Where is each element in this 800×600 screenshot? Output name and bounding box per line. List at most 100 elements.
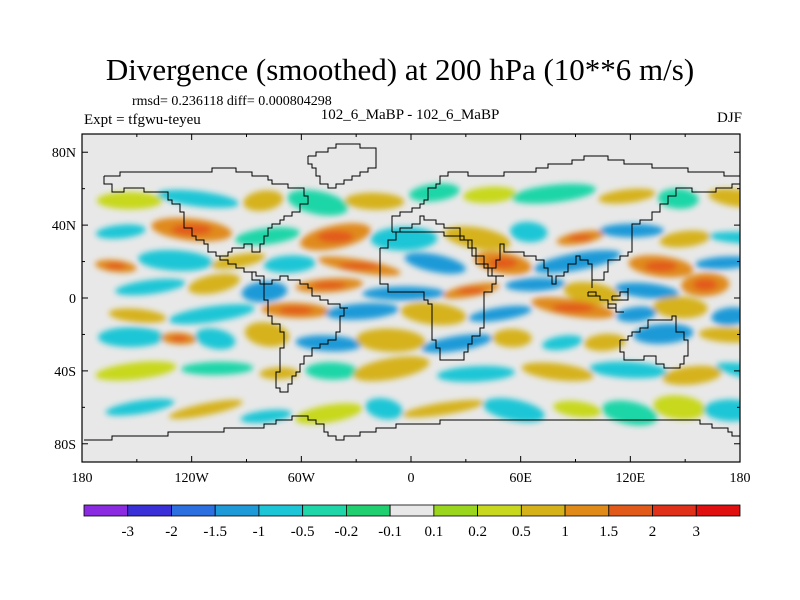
divergence-blob [698, 327, 740, 343]
divergence-core [520, 281, 551, 288]
divergence-blob [437, 365, 515, 382]
divergence-core [278, 306, 313, 315]
divergence-blob [115, 278, 186, 296]
divergence-blob [244, 322, 290, 347]
colorbar-swatch [389, 504, 435, 517]
y-tick-label: 40N [52, 219, 76, 234]
divergence-blob [108, 308, 167, 323]
divergence-blob [138, 249, 213, 272]
divergence-blob [601, 400, 658, 426]
divergence-blob [589, 361, 668, 379]
divergence-blob [400, 302, 467, 326]
colorbar-label: -3 [121, 524, 134, 540]
axis-ticks: 180 120W 60W 0 60E 120E 180 80N 40N 0 40S 80S [52, 134, 751, 486]
divergence-field [95, 183, 740, 426]
coastline [307, 143, 377, 189]
divergence-blob [365, 398, 403, 420]
colorbar-swatch [171, 504, 216, 517]
divergence-blob [409, 183, 460, 202]
colorbar-swatch [345, 504, 391, 517]
divergence-core [693, 278, 718, 291]
divergence-blob [95, 361, 177, 381]
divergence-blob [263, 255, 316, 273]
divergence-blob [444, 226, 511, 251]
colorbar-swatch [433, 504, 478, 517]
divergence-blob [483, 398, 545, 423]
colorbar-swatch [695, 504, 741, 517]
colorbar-label: 3 [693, 524, 701, 540]
x-tick-label: 60E [509, 471, 532, 486]
divergence-blob [195, 328, 236, 350]
y-tick-label: 80S [54, 438, 76, 453]
x-tick-label: 120E [616, 471, 646, 486]
experiment-label: Expt = tfgwu-teyeu [84, 112, 201, 128]
divergence-blob [510, 221, 548, 243]
x-tick-label: 180 [730, 471, 751, 486]
divergence-blob [715, 362, 740, 385]
divergence-blob [662, 365, 722, 386]
divergence-core [317, 230, 354, 243]
comparison-label: 102_6_MaBP - 102_6_MaBP [320, 107, 500, 123]
coastline [611, 288, 629, 301]
divergence-core [312, 281, 347, 289]
divergence-blob [98, 327, 165, 348]
divergence-blob [344, 192, 405, 210]
colorbar-swatch [258, 504, 304, 517]
divergence-core [383, 289, 425, 297]
divergence-core [338, 262, 381, 270]
colorbar-swatch [520, 504, 566, 517]
divergence-blob [653, 395, 706, 420]
divergence-core [343, 307, 381, 316]
coastline [587, 291, 624, 313]
divergence-blob [259, 367, 299, 380]
divergence-core [484, 310, 516, 318]
coastline [391, 155, 740, 288]
divergence-blob [511, 183, 596, 204]
divergence-core [626, 310, 647, 318]
colorbar-label: -2 [165, 524, 178, 540]
x-tick-label: 120W [175, 471, 210, 486]
coastline [619, 315, 689, 369]
divergence-blob [95, 224, 146, 239]
divergence-blob [168, 304, 255, 325]
coastlines [84, 143, 740, 441]
divergence-core [644, 261, 678, 272]
divergence-core [568, 234, 593, 241]
divergence-blob [463, 186, 517, 204]
divergence-blob [287, 189, 348, 216]
divergence-blob [492, 328, 532, 348]
divergence-blob [370, 226, 438, 251]
colorbar-swatch [127, 504, 172, 517]
colorbar-swatch [608, 504, 653, 517]
x-tick-label: 60W [288, 471, 316, 486]
divergence-core [439, 339, 475, 348]
divergence-blob [598, 188, 656, 204]
divergence-core [648, 328, 679, 339]
stats-text: rmsd= 0.236118 diff= 0.000804298 [132, 94, 332, 109]
divergence-core [551, 303, 595, 313]
divergence-core [710, 259, 740, 266]
coastline [379, 231, 504, 361]
coastline [103, 167, 309, 285]
divergence-core [488, 257, 518, 269]
colorbar-label: -1 [253, 524, 266, 540]
divergence-blob [704, 399, 740, 422]
divergence-core [169, 335, 188, 342]
divergence-blob [168, 399, 243, 419]
colorbar: -3 -2 -1.5 -1 -0.5 -0.2 -0.1 0.1 0.2 0.5 1 1.5 2 3 [83, 504, 741, 540]
divergence-blob [353, 356, 430, 382]
divergence-blob [188, 273, 240, 295]
colorbar-swatch [214, 504, 260, 517]
divergence-core [456, 287, 486, 294]
y-tick-label: 40S [54, 365, 76, 380]
colorbar-label: -0.2 [335, 524, 359, 540]
colorbar-swatch [83, 504, 129, 517]
divergence-blob [542, 335, 583, 351]
divergence-core [105, 263, 127, 270]
divergence-blob [583, 333, 626, 352]
season-label: DJF [716, 110, 742, 126]
y-tick-label: 80N [52, 146, 76, 161]
divergence-blob [659, 230, 711, 248]
x-tick-label: 180 [72, 471, 93, 486]
